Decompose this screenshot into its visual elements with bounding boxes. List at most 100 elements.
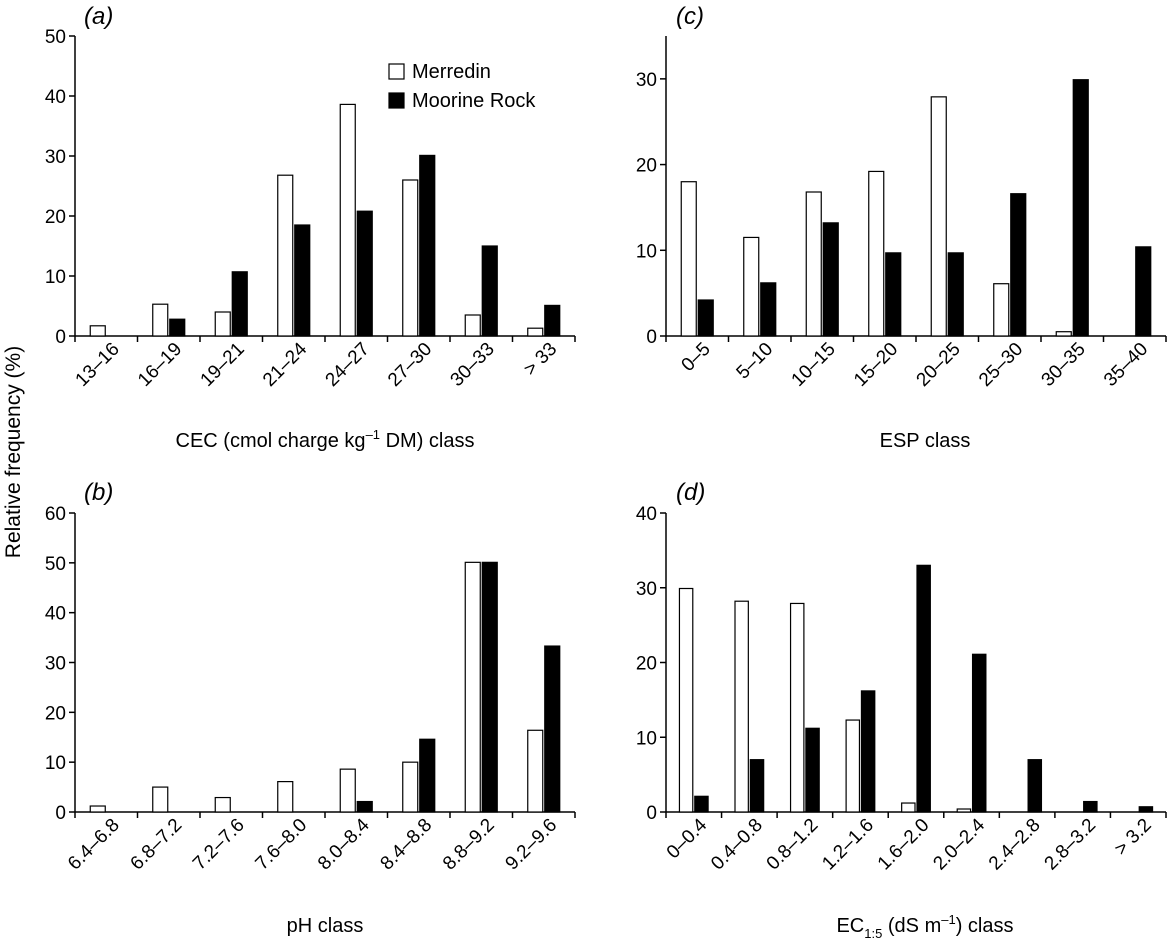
panel-d-bar-merredin-1-2-1-6 bbox=[845, 719, 861, 813]
panel-c-bar-moorine-rock-5-10 bbox=[760, 282, 777, 337]
panel-a-bars bbox=[89, 103, 561, 337]
panel-b-bar-merredin-8-8-9-2 bbox=[464, 561, 481, 813]
panel-a-bar-merredin-19-21 bbox=[214, 311, 231, 337]
panel-a-bar-moorine-rock-16-19 bbox=[169, 318, 186, 337]
panel-a-bar-moorine-rock-30-33 bbox=[481, 245, 498, 337]
panel-a-x-tick-label-30-33: 30–33 bbox=[447, 339, 499, 391]
panel-c-bars bbox=[680, 79, 1152, 337]
panel-a-y-tick-label: 50 bbox=[45, 27, 66, 48]
panel-b-axes bbox=[69, 512, 576, 818]
panel-d-y-tick-label: 10 bbox=[636, 728, 657, 749]
panel-d-x-tick-label-0-0-4: 0–0.4 bbox=[663, 814, 712, 863]
panel-a-y-tick-label: 20 bbox=[45, 207, 66, 228]
panel-b-y-tick-label: 50 bbox=[45, 554, 66, 575]
panel-d-bar-moorine-rock-0-4-0-8 bbox=[749, 759, 765, 813]
panel-a-bar-merredin-24-27 bbox=[339, 103, 356, 337]
panel-d-x-tick-label-3-2: > 3.2 bbox=[1111, 815, 1156, 860]
panel-b-x-tick-label-9-2-9-6: 9.2–9.6 bbox=[502, 815, 562, 875]
panel-b-bar-merredin-7-2-7-6 bbox=[214, 796, 231, 813]
panel-a-x-tick-label-24-27: 24–27 bbox=[322, 339, 374, 391]
panel-a-bar-merredin-16-19 bbox=[152, 303, 169, 337]
panel-c-bar-moorine-rock-35-40 bbox=[1135, 246, 1152, 337]
panel-b-x-axis-label: pH class bbox=[287, 915, 364, 937]
panel-c-x-tick-label-15-20: 15–20 bbox=[850, 339, 902, 391]
panel-b-bar-merredin-9-2-9-6 bbox=[527, 729, 544, 813]
panel-a-bar-moorine-rock-19-21 bbox=[231, 271, 248, 337]
panel-b-bar-merredin-7-6-8-0 bbox=[277, 781, 294, 813]
panel-d: (d) 0 10 20 30 40 0–0.40.4–0.80.8–1.21.2–1.61… bbox=[636, 479, 1167, 941]
panel-b-x-tick-label-8-0-8-4: 8.0–8.4 bbox=[314, 814, 374, 874]
panel-d-x-tick-label-1-2-1-6: 1.2–1.6 bbox=[818, 815, 878, 875]
panel-d-bar-moorine-rock-2-8-3-2 bbox=[1083, 800, 1098, 813]
panel-b-bar-merredin-6-8-7-2 bbox=[152, 786, 169, 813]
panel-a-x-tick-label-27-30: 27–30 bbox=[384, 339, 436, 391]
panel-c-bar-merredin-15-20 bbox=[868, 170, 885, 337]
panel-a-x-tick-label-16-19: 16–19 bbox=[134, 339, 186, 391]
panel-c-bar-moorine-rock-25-30 bbox=[1010, 193, 1027, 337]
panel-c-bar-merredin-20-25 bbox=[930, 96, 947, 337]
panel-c-x-tick-label-35-40: 35–40 bbox=[1100, 339, 1152, 391]
panel-b-x-tick-label-8-4-8-8: 8.4–8.8 bbox=[377, 815, 437, 875]
panel-c-x-tick-label-10-15: 10–15 bbox=[788, 339, 840, 391]
panel-b-y-tick-label: 20 bbox=[45, 703, 66, 724]
panel-b-x-tick-label-6-8-7-2: 6.8–7.2 bbox=[127, 815, 187, 875]
panel-b-bar-moorine-rock-8-4-8-8 bbox=[419, 738, 436, 813]
panel-d-x-tick-label-1-6-2-0: 1.6–2.0 bbox=[874, 815, 934, 875]
panel-d-y-tick-label: 30 bbox=[636, 579, 657, 600]
panel-c-bar-moorine-rock-30-35 bbox=[1072, 79, 1089, 337]
panel-b-y-tick-label: 0 bbox=[55, 803, 66, 824]
panel-a: (a) 0 10 20 30 40 50 13–16 16–19 19–21 21–24 24–27… bbox=[45, 3, 576, 452]
panel-b: (b) 0 10 20 30 40 50 60 6.4–6.8 6.8–7.2 7.2–7.6 7.… bbox=[45, 479, 576, 937]
panel-a-bar-moorine-rock-21-24 bbox=[294, 224, 311, 337]
panel-d-bar-moorine-rock-1-6-2-0 bbox=[916, 564, 931, 813]
panel-a-bar-merredin-13-16 bbox=[89, 325, 106, 337]
panel-c-axes bbox=[660, 36, 1167, 342]
panel-d-x-tick-label-0-8-1-2: 0.8–1.2 bbox=[763, 815, 823, 875]
panel-c-bar-merredin-30-35 bbox=[1055, 331, 1072, 337]
panel-b-bar-moorine-rock-8-8-9-2 bbox=[481, 561, 498, 813]
panel-d-y-tick-label: 40 bbox=[636, 504, 657, 525]
panel-a-label: (a) bbox=[84, 3, 113, 30]
panel-a-y-tick-label: 0 bbox=[55, 327, 66, 348]
panel-a-x-tick-label-13-16: 13–16 bbox=[72, 339, 124, 391]
panel-a-y-tick-label: 30 bbox=[45, 147, 66, 168]
panel-b-bar-merredin-8-0-8-4 bbox=[339, 768, 356, 813]
y-axis-label: Relative frequency (%) bbox=[2, 346, 25, 558]
panel-c-bar-moorine-rock-15-20 bbox=[885, 252, 902, 337]
panel-b-bar-merredin-6-4-6-8 bbox=[89, 805, 106, 813]
panel-c-x-tick-label-5-10: 5–10 bbox=[733, 339, 778, 384]
panel-b-bars bbox=[89, 561, 561, 813]
panel-d-bar-merredin-1-6-2-0 bbox=[901, 802, 916, 813]
panel-c-x-axis-label: ESP class bbox=[880, 430, 971, 452]
panel-d-bar-moorine-rock-2-0-2-4 bbox=[971, 653, 987, 813]
panel-c-y-tick-label: 0 bbox=[646, 327, 657, 348]
panel-d-bar-moorine-rock-2-4-2-8 bbox=[1027, 759, 1043, 813]
legend: Merredin Moorine Rock bbox=[388, 61, 536, 112]
panel-d-bar-moorine-rock-0-8-1-2 bbox=[805, 727, 820, 813]
panel-d-bar-moorine-rock-1-2-1-6 bbox=[860, 690, 876, 813]
panel-c-bar-moorine-rock-10-15 bbox=[822, 222, 839, 337]
panel-a-bar-merredin-30-33 bbox=[464, 314, 481, 337]
panel-b-y-tick-label: 30 bbox=[45, 654, 66, 675]
legend-swatch-merredin bbox=[388, 63, 405, 80]
panel-d-x-axis-label: EC1:5 (dS m–1) class bbox=[836, 912, 1013, 941]
panel-d-bar-merredin-0-4-0-8 bbox=[734, 600, 749, 813]
panel-a-x-tick-label-21-24: 21–24 bbox=[259, 338, 312, 391]
panel-b-x-tick-label-6-4-6-8: 6.4–6.8 bbox=[64, 815, 124, 875]
panel-c-x-tick-label-30-35: 30–35 bbox=[1038, 339, 1090, 391]
panel-b-x-tick-label-7-6-8-0: 7.6–8.0 bbox=[252, 815, 312, 875]
panel-a-bar-moorine-rock-24-27 bbox=[356, 210, 373, 337]
panel-d-bar-merredin-0-8-1-2 bbox=[789, 602, 805, 813]
panel-c-bar-merredin-0-5 bbox=[680, 181, 697, 337]
panel-d-x-tick-label-2-8-3-2: 2.8–3.2 bbox=[1041, 815, 1101, 875]
panel-a-bar-merredin-27-30 bbox=[402, 179, 419, 337]
panel-a-x-axis-label: CEC (cmol charge kg–1 DM) class bbox=[176, 427, 475, 452]
panel-d-x-tick-label-2-4-2-8: 2.4–2.8 bbox=[985, 815, 1045, 875]
panel-a-y-tick-label: 40 bbox=[45, 87, 66, 108]
panel-b-y-tick-label: 60 bbox=[45, 504, 66, 525]
panel-d-bar-merredin-2-0-2-4 bbox=[956, 808, 972, 813]
panel-b-x-tick-label-7-2-7-6: 7.2–7.6 bbox=[189, 815, 249, 875]
panel-d-bar-merredin-0-0-4 bbox=[678, 587, 694, 813]
panel-b-bar-merredin-8-4-8-8 bbox=[402, 761, 419, 813]
panel-a-bar-moorine-rock-27-30 bbox=[419, 154, 436, 337]
